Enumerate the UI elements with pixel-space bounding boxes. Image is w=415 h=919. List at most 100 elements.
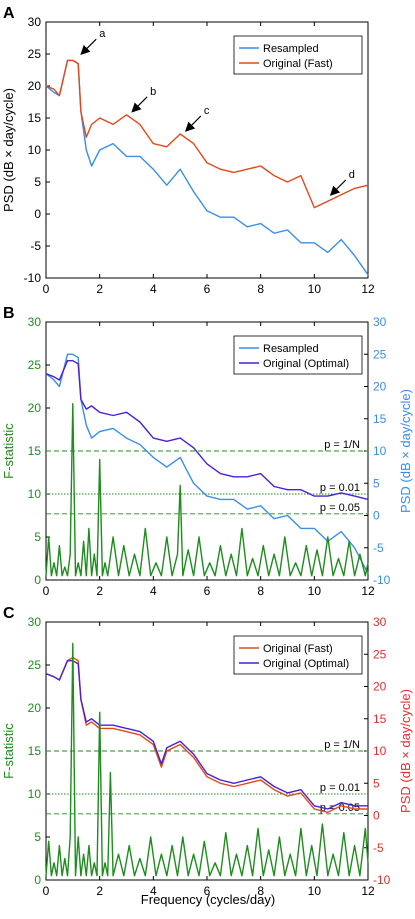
x-tick-label: 0 bbox=[43, 584, 50, 598]
x-tick-label: 10 bbox=[308, 584, 322, 598]
right-y-axis-label: PSD (dB × day/cycle) bbox=[398, 689, 413, 813]
right-y-tick-label: -10 bbox=[373, 873, 391, 887]
y-tick-label: 0 bbox=[34, 207, 41, 221]
x-tick-label: 8 bbox=[257, 282, 264, 296]
right-y-tick-label: 10 bbox=[373, 444, 387, 458]
legend-label: Resampled bbox=[263, 343, 319, 355]
series-line-f-statistic bbox=[45, 403, 369, 577]
legend-box bbox=[233, 635, 363, 675]
x-tick-label: 4 bbox=[150, 584, 157, 598]
y-tick-label: -10 bbox=[24, 271, 42, 285]
y-tick-label: 10 bbox=[28, 487, 42, 501]
x-tick-label: 8 bbox=[257, 584, 264, 598]
series-line-f-statistic bbox=[45, 642, 369, 877]
y-tick-label: 20 bbox=[28, 401, 42, 415]
annotation-arrow bbox=[185, 115, 202, 132]
legend-box bbox=[233, 35, 363, 75]
y-axis-label: PSD (dB × day/cycle) bbox=[1, 88, 16, 212]
y-tick-label: 0 bbox=[34, 573, 41, 587]
y-tick-label: -5 bbox=[30, 239, 41, 253]
series-line-original-optimal bbox=[45, 360, 369, 501]
x-tick-label: 4 bbox=[150, 282, 157, 296]
threshold-label: p = 0.05 bbox=[320, 502, 360, 514]
right-y-tick-label: 0 bbox=[373, 509, 380, 523]
annotation-arrow bbox=[80, 38, 97, 56]
y-tick-label: 25 bbox=[28, 658, 42, 672]
threshold-label: p = 1/N bbox=[324, 739, 360, 751]
right-y-tick-label: 15 bbox=[373, 712, 387, 726]
x-tick-label: 2 bbox=[96, 584, 103, 598]
y-tick-label: 30 bbox=[28, 615, 42, 629]
x-tick-label: 10 bbox=[308, 884, 322, 898]
right-y-tick-label: 0 bbox=[373, 809, 380, 823]
x-tick-label: 12 bbox=[361, 282, 375, 296]
right-y-tick-label: 5 bbox=[373, 476, 380, 490]
y-tick-label: 15 bbox=[28, 744, 42, 758]
panel-letter: C bbox=[3, 605, 15, 622]
legend: Original (Fast) Original (Optimal) bbox=[233, 635, 363, 675]
right-y-tick-label: 5 bbox=[373, 776, 380, 790]
x-tick-label: 6 bbox=[204, 884, 211, 898]
y-tick-label: 5 bbox=[34, 175, 41, 189]
x-tick-label: 0 bbox=[43, 282, 50, 296]
panel-c: C 0 2 4 6 8 10 12 0 5 10 15 20 25 30 -10 -5 0 5 10 15 20 25 30 P… bbox=[1, 605, 413, 898]
x-tick-label: 12 bbox=[361, 884, 375, 898]
series-line-original-fast bbox=[45, 656, 368, 813]
y-tick-label: 15 bbox=[28, 444, 42, 458]
legend: Resampled Original (Optimal) bbox=[233, 335, 363, 375]
y-tick-label: 0 bbox=[34, 873, 41, 887]
legend-label: Original (Fast) bbox=[263, 643, 333, 655]
right-y-tick-label: 25 bbox=[373, 647, 387, 661]
threshold-label: p = 0.01 bbox=[320, 782, 360, 794]
right-y-tick-label: -5 bbox=[373, 541, 384, 555]
x-tick-label: 2 bbox=[96, 884, 103, 898]
x-tick-label: 6 bbox=[204, 584, 211, 598]
x-tick-label: 2 bbox=[96, 282, 103, 296]
panel-b: B 0 2 4 6 8 10 12 0 5 10 15 20 25 30 -10 -5 0 5 10 15 20 25 30 P… bbox=[1, 305, 413, 598]
annotation-label: a bbox=[99, 28, 106, 40]
y-axis-label: F-statistic bbox=[1, 723, 16, 779]
right-y-tick-label: 25 bbox=[373, 347, 387, 361]
panel-a: A 0 2 4 6 8 10 12 -10 -5 0 5 10 15 20 25 30 PSD (dB × day… bbox=[1, 5, 375, 296]
threshold-label: p = 0.01 bbox=[320, 482, 360, 494]
y-tick-label: 10 bbox=[28, 143, 42, 157]
y-tick-label: 25 bbox=[28, 358, 42, 372]
right-y-axis-label: PSD (dB × day/cycle) bbox=[398, 389, 413, 513]
x-tick-label: 0 bbox=[43, 884, 50, 898]
legend-label: Original (Optimal) bbox=[263, 358, 349, 370]
x-tick-label: 6 bbox=[204, 282, 211, 296]
right-y-tick-label: 15 bbox=[373, 412, 387, 426]
annotation-arrow bbox=[329, 179, 347, 196]
series-line-original-optimal bbox=[45, 660, 368, 810]
x-axis-label: Frequency (cycles/day) bbox=[141, 892, 275, 907]
legend-label: Original (Fast) bbox=[263, 58, 333, 70]
right-y-tick-label: 20 bbox=[373, 380, 387, 394]
series-line-original-fast bbox=[45, 59, 369, 209]
y-tick-label: 10 bbox=[28, 787, 42, 801]
annotation-arrow bbox=[131, 96, 148, 113]
y-tick-label: 5 bbox=[34, 830, 41, 844]
legend-label: Resampled bbox=[263, 43, 319, 55]
legend: Resampled Original (Fast) bbox=[233, 35, 363, 75]
annotation-label: b bbox=[150, 86, 156, 98]
right-y-tick-label: 30 bbox=[373, 615, 387, 629]
series-line-resampled bbox=[45, 353, 369, 574]
x-tick-label: 12 bbox=[361, 584, 375, 598]
y-tick-label: 20 bbox=[28, 79, 42, 93]
x-tick-label: 4 bbox=[150, 884, 157, 898]
legend-box bbox=[233, 335, 363, 375]
threshold-label: p = 1/N bbox=[324, 439, 360, 451]
right-y-tick-label: -5 bbox=[373, 841, 384, 855]
right-y-tick-label: 20 bbox=[373, 680, 387, 694]
legend-label: Original (Optimal) bbox=[263, 658, 349, 670]
annotation-label: d bbox=[349, 169, 355, 181]
x-tick-label: 8 bbox=[257, 884, 264, 898]
panel-letter: A bbox=[3, 5, 15, 22]
y-tick-label: 30 bbox=[28, 15, 42, 29]
series-line-resampled bbox=[45, 59, 369, 276]
y-tick-label: 20 bbox=[28, 701, 42, 715]
y-tick-label: 15 bbox=[28, 111, 42, 125]
y-tick-label: 25 bbox=[28, 47, 42, 61]
y-tick-label: 5 bbox=[34, 530, 41, 544]
right-y-tick-label: 10 bbox=[373, 744, 387, 758]
